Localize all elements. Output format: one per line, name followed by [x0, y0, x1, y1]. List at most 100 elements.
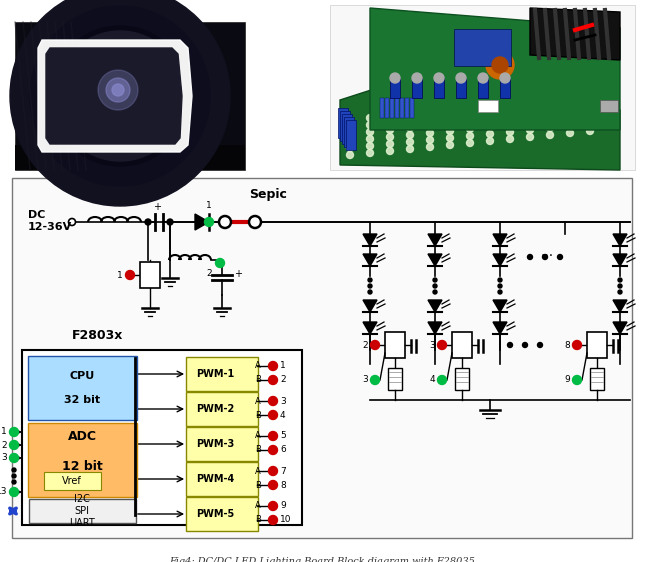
Circle shape: [386, 120, 393, 126]
FancyBboxPatch shape: [186, 392, 258, 426]
Polygon shape: [340, 55, 620, 170]
Circle shape: [268, 466, 277, 475]
Circle shape: [426, 108, 433, 116]
FancyBboxPatch shape: [28, 423, 137, 497]
Polygon shape: [46, 48, 182, 144]
Circle shape: [50, 26, 190, 166]
Circle shape: [268, 432, 277, 441]
Circle shape: [10, 454, 19, 463]
Circle shape: [12, 474, 16, 478]
Circle shape: [412, 73, 422, 83]
Circle shape: [406, 138, 413, 146]
Circle shape: [586, 120, 593, 128]
Circle shape: [492, 57, 508, 73]
Polygon shape: [493, 254, 507, 266]
Circle shape: [456, 73, 466, 83]
FancyBboxPatch shape: [452, 332, 472, 358]
Polygon shape: [493, 234, 507, 246]
Circle shape: [586, 107, 593, 114]
Text: 1: 1: [1, 428, 7, 437]
Circle shape: [446, 114, 453, 120]
FancyBboxPatch shape: [405, 98, 409, 118]
Text: A: A: [255, 432, 261, 441]
Circle shape: [426, 129, 433, 137]
FancyBboxPatch shape: [434, 78, 444, 98]
Circle shape: [426, 143, 433, 151]
Circle shape: [618, 284, 622, 288]
Polygon shape: [363, 234, 377, 246]
Circle shape: [486, 51, 514, 79]
Circle shape: [406, 132, 413, 138]
Circle shape: [366, 135, 373, 143]
FancyBboxPatch shape: [412, 78, 422, 98]
Text: B: B: [255, 515, 261, 524]
FancyBboxPatch shape: [380, 98, 384, 118]
Circle shape: [268, 481, 277, 490]
FancyBboxPatch shape: [385, 332, 405, 358]
Circle shape: [566, 116, 573, 123]
Text: PWM-3: PWM-3: [196, 439, 234, 449]
Polygon shape: [428, 234, 442, 246]
Circle shape: [366, 121, 373, 129]
Text: CPU

32 bit: CPU 32 bit: [64, 371, 100, 405]
Circle shape: [386, 140, 393, 147]
Circle shape: [508, 342, 513, 347]
FancyBboxPatch shape: [500, 78, 510, 98]
FancyBboxPatch shape: [400, 98, 404, 118]
Circle shape: [426, 137, 433, 143]
Text: B: B: [255, 410, 261, 419]
Polygon shape: [38, 40, 192, 152]
Circle shape: [268, 446, 277, 455]
FancyBboxPatch shape: [587, 332, 607, 358]
Text: 9: 9: [564, 375, 570, 384]
Text: ADC

12 bit: ADC 12 bit: [62, 430, 103, 474]
Text: A: A: [255, 397, 261, 406]
Circle shape: [466, 111, 473, 119]
Circle shape: [78, 54, 162, 138]
Circle shape: [12, 468, 16, 472]
Circle shape: [366, 143, 373, 149]
FancyBboxPatch shape: [186, 357, 258, 391]
Circle shape: [506, 107, 513, 115]
Text: 8: 8: [280, 481, 286, 490]
FancyBboxPatch shape: [340, 111, 350, 141]
Text: PWM-1: PWM-1: [196, 369, 234, 379]
Circle shape: [566, 108, 573, 116]
Circle shape: [390, 73, 400, 83]
Circle shape: [268, 397, 277, 406]
Circle shape: [526, 106, 533, 112]
FancyBboxPatch shape: [456, 78, 466, 98]
Circle shape: [30, 6, 210, 186]
FancyBboxPatch shape: [390, 98, 394, 118]
FancyBboxPatch shape: [12, 178, 632, 538]
Circle shape: [546, 97, 553, 103]
FancyBboxPatch shape: [385, 98, 389, 118]
Circle shape: [566, 102, 573, 108]
Text: 5: 5: [280, 432, 286, 441]
Text: Vref: Vref: [62, 476, 82, 486]
Circle shape: [129, 116, 141, 128]
Circle shape: [433, 290, 437, 294]
Circle shape: [526, 126, 533, 134]
Text: Sepic: Sepic: [249, 188, 287, 201]
FancyBboxPatch shape: [455, 368, 469, 390]
Circle shape: [138, 103, 154, 119]
Circle shape: [466, 119, 473, 125]
Circle shape: [115, 121, 125, 131]
Circle shape: [486, 130, 493, 138]
Circle shape: [506, 129, 513, 135]
Circle shape: [368, 284, 372, 288]
Circle shape: [55, 31, 185, 161]
Circle shape: [249, 216, 261, 228]
Circle shape: [500, 73, 510, 83]
Circle shape: [106, 78, 130, 102]
Circle shape: [98, 70, 138, 110]
FancyBboxPatch shape: [29, 499, 136, 523]
Circle shape: [446, 128, 453, 134]
Circle shape: [437, 341, 446, 350]
Circle shape: [346, 152, 353, 158]
Text: PWM-4: PWM-4: [196, 474, 234, 484]
Circle shape: [486, 102, 493, 110]
Circle shape: [486, 110, 493, 116]
Circle shape: [542, 255, 548, 260]
